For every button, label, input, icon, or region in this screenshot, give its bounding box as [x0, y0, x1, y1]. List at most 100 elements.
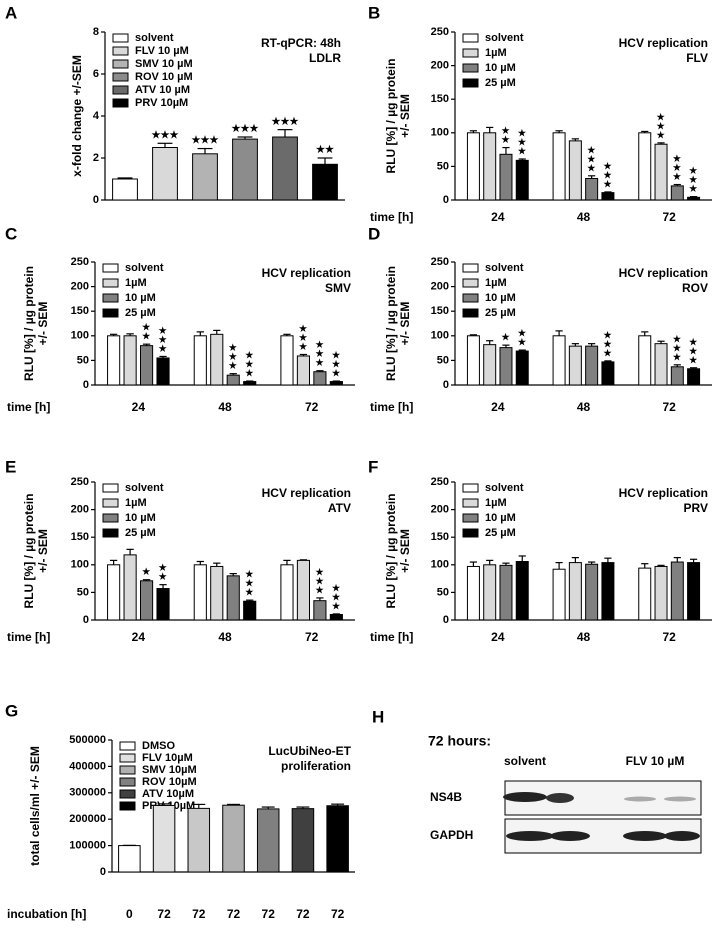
significance: ★★★	[517, 128, 528, 156]
chart-title: HCV replication	[262, 266, 351, 280]
y-tick-label: 250	[71, 476, 89, 488]
bar	[210, 565, 224, 621]
x-tick-label: 72	[262, 907, 276, 921]
significance: ★★★	[152, 130, 179, 141]
significance: ★★★	[603, 330, 614, 358]
blot-band	[503, 792, 547, 802]
bar	[466, 565, 480, 621]
bar	[687, 562, 701, 621]
bar	[329, 613, 343, 621]
significance: ★★★	[315, 340, 326, 368]
blot-band	[664, 831, 700, 841]
bar	[156, 588, 170, 621]
significance: ★★★	[315, 567, 326, 595]
legend-swatch	[119, 789, 136, 799]
y-tick-label: 250	[431, 256, 449, 268]
bar	[585, 345, 599, 386]
bar	[187, 807, 211, 873]
legend-label: 10 µM	[485, 292, 516, 304]
bar	[687, 196, 701, 201]
legend-swatch	[112, 46, 129, 56]
panel-label: C	[5, 224, 17, 243]
y-tick-label: 2	[93, 152, 99, 164]
significance: ★★★	[672, 334, 683, 362]
legend-swatch	[462, 498, 479, 508]
significance: ★★★	[688, 337, 699, 365]
legend-label: 10 µM	[125, 512, 156, 524]
significance: ★★★	[688, 166, 699, 194]
bar	[638, 335, 652, 386]
bar	[291, 808, 315, 873]
bar	[123, 554, 137, 621]
bar	[670, 366, 684, 386]
y-tick-label: 0	[83, 614, 89, 626]
y-tick-label: 150	[431, 531, 449, 543]
legend-swatch	[102, 293, 119, 303]
legend-label: 1µM	[125, 497, 147, 509]
legend-swatch	[462, 78, 479, 88]
blot-title: 72 hours:	[428, 733, 491, 749]
y-tick-label: 6	[93, 68, 99, 80]
bar	[152, 147, 178, 201]
significance: ★★	[141, 322, 152, 341]
legend-swatch	[102, 263, 119, 273]
legend-swatch	[112, 98, 129, 108]
y-axis-label: +/- SEM	[36, 529, 50, 573]
legend-label: solvent	[125, 482, 164, 494]
panel-label: B	[368, 3, 380, 22]
chart-title: HCV replication	[262, 486, 351, 500]
bar	[152, 804, 176, 873]
y-axis-label: RLU [%] / µg protein	[22, 494, 36, 609]
bar	[483, 344, 497, 386]
bar	[329, 381, 343, 386]
blot-band	[546, 793, 574, 803]
legend-label: 1µM	[485, 497, 507, 509]
legend-label: solvent	[485, 262, 524, 274]
x-tick-label: 24	[491, 630, 505, 644]
legend-label: 10 µM	[485, 512, 516, 524]
y-tick-label: 100000	[69, 840, 106, 852]
bar	[123, 335, 137, 386]
legend-label: SMV 10 µM	[135, 58, 193, 70]
x-axis-label: time [h]	[7, 400, 50, 414]
legend-swatch	[462, 48, 479, 58]
y-tick-label: 0	[443, 614, 449, 626]
bar	[515, 560, 529, 621]
y-tick-label: 200	[71, 504, 89, 516]
y-tick-label: 4	[93, 110, 100, 122]
panel-label: H	[372, 707, 384, 726]
chart-subtitle: FLV	[686, 51, 708, 65]
x-tick-label: 24	[491, 210, 505, 224]
legend-swatch	[119, 801, 136, 811]
legend-swatch	[112, 72, 129, 82]
blot-band	[664, 796, 696, 802]
legend-label: 25 µM	[485, 77, 516, 89]
bar	[118, 845, 141, 873]
y-tick-label: 150	[71, 305, 89, 317]
legend-label: 1µM	[485, 277, 507, 289]
x-tick-label: 72	[305, 630, 319, 644]
y-tick-label: 100	[431, 127, 449, 139]
x-tick-label: 0	[126, 907, 133, 921]
legend-swatch	[119, 741, 136, 751]
bar	[466, 335, 480, 386]
legend-label: 25 µM	[485, 527, 516, 539]
chart-title: RT-qPCR: 48h	[261, 36, 341, 50]
bar	[256, 808, 280, 873]
bar	[568, 345, 582, 386]
significance: ★★★	[331, 583, 342, 611]
legend-label: ROV 10µM	[142, 776, 197, 788]
x-tick-label: 48	[218, 400, 232, 414]
bar	[552, 132, 566, 201]
bar	[515, 350, 529, 386]
y-tick-label: 50	[77, 586, 89, 598]
bar	[107, 335, 121, 386]
bar	[670, 185, 684, 201]
y-axis-label: RLU [%] / µg protein	[384, 266, 398, 381]
legend-label: ATV 10 µM	[135, 84, 190, 96]
y-tick-label: 150	[71, 531, 89, 543]
legend-swatch	[102, 308, 119, 318]
x-tick-label: 48	[577, 210, 591, 224]
y-tick-label: 0	[443, 379, 449, 391]
